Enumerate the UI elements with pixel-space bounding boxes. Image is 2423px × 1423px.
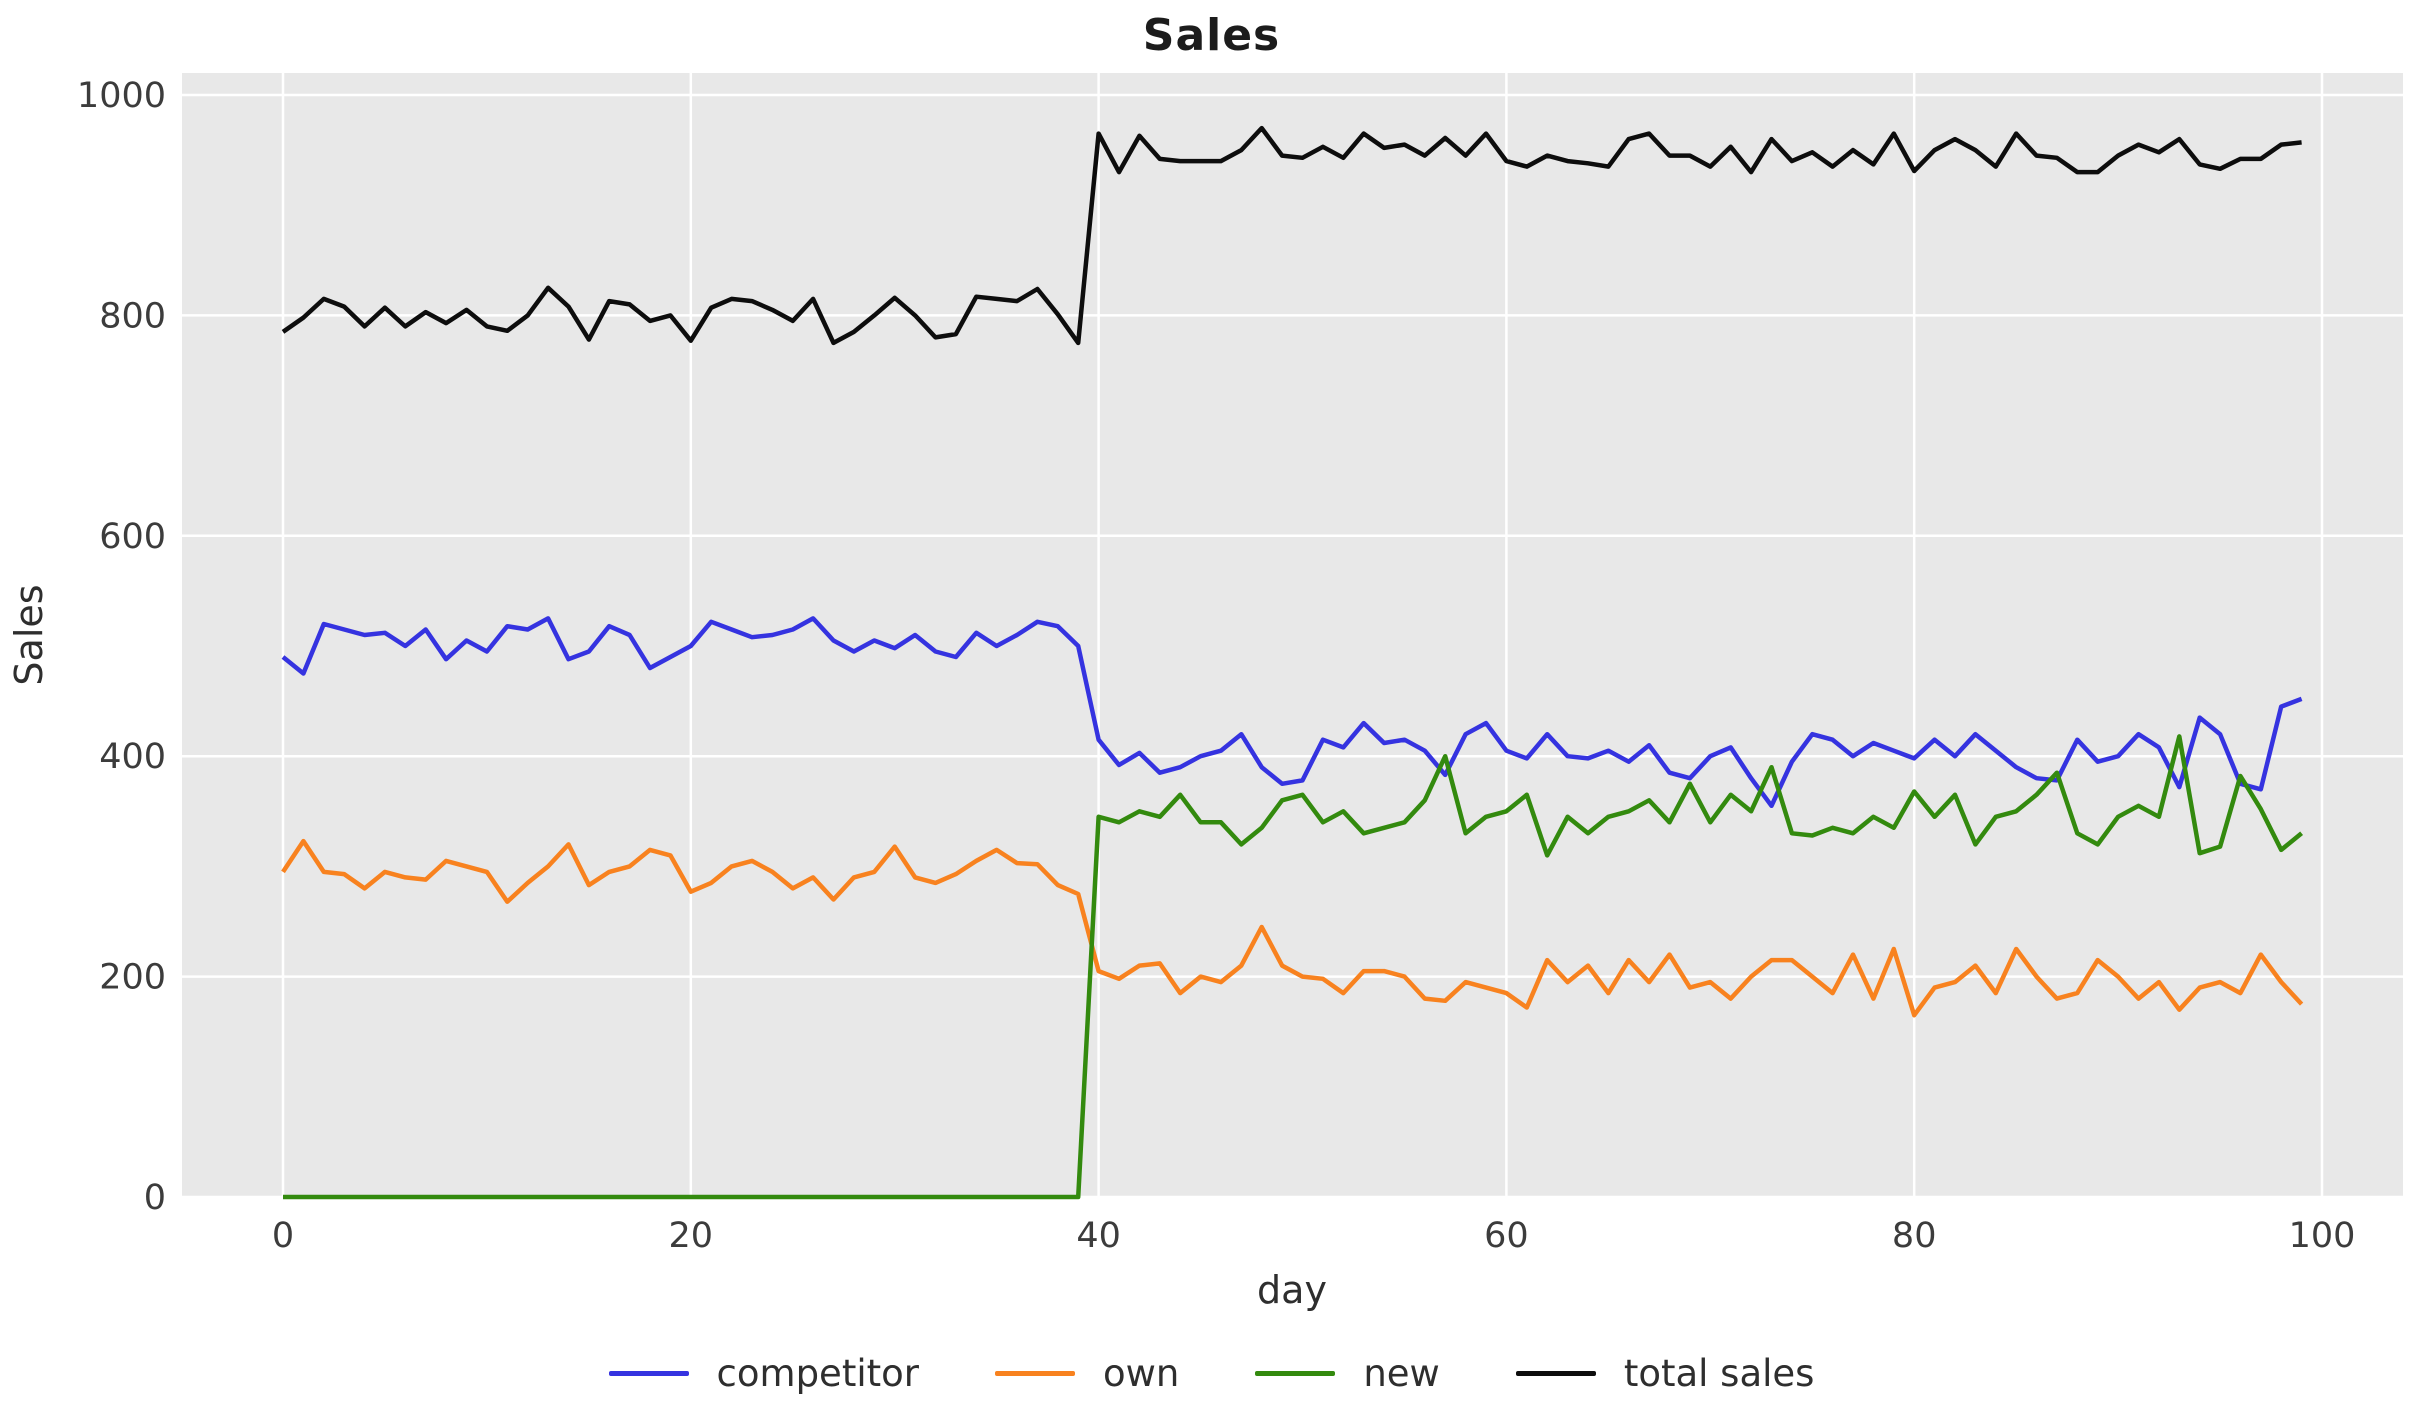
series-line-total-sales bbox=[281, 125, 2302, 346]
x-tick-label-0: 0 bbox=[272, 1216, 294, 1256]
legend-item-new: new bbox=[1255, 1351, 1440, 1395]
x-tick-label-60: 60 bbox=[1484, 1216, 1529, 1256]
series-line-new bbox=[283, 734, 2304, 1200]
plot-background bbox=[182, 73, 2403, 1197]
x-tick-label-100: 100 bbox=[2289, 1216, 2356, 1256]
x-tick-label-40: 40 bbox=[1076, 1216, 1121, 1256]
x-axis-label: day bbox=[1257, 1268, 1327, 1312]
legend-swatch-own bbox=[994, 1370, 1075, 1376]
series-line-own bbox=[281, 838, 2304, 1018]
x-tick-label-20: 20 bbox=[669, 1216, 714, 1256]
y-axis-label: Sales bbox=[7, 584, 51, 685]
y-tick-label-800: 800 bbox=[99, 296, 166, 336]
legend-item-total-sales: total sales bbox=[1515, 1351, 1815, 1395]
legend-item-own: own bbox=[994, 1351, 1180, 1395]
legend-label-total-sales: total sales bbox=[1623, 1351, 1815, 1395]
chart-title: Sales bbox=[1142, 10, 1281, 61]
legend-label-own: own bbox=[1102, 1351, 1180, 1395]
y-tick-label-200: 200 bbox=[99, 958, 166, 998]
legend-swatch-total-sales bbox=[1515, 1370, 1596, 1376]
legend: competitor own new total sales bbox=[0, 1338, 2423, 1408]
y-tick-label-600: 600 bbox=[99, 517, 166, 557]
legend-item-competitor: competitor bbox=[608, 1351, 919, 1395]
y-tick-label-1000: 1000 bbox=[77, 76, 166, 116]
legend-label-new: new bbox=[1363, 1351, 1440, 1395]
series-line-competitor bbox=[281, 616, 2303, 809]
legend-label-competitor: competitor bbox=[716, 1351, 919, 1395]
legend-swatch-new bbox=[1255, 1370, 1336, 1376]
y-tick-label-400: 400 bbox=[99, 737, 166, 777]
y-tick-label-0: 0 bbox=[144, 1178, 166, 1218]
x-tick-label-80: 80 bbox=[1892, 1216, 1937, 1256]
legend-swatch-competitor bbox=[608, 1370, 689, 1376]
